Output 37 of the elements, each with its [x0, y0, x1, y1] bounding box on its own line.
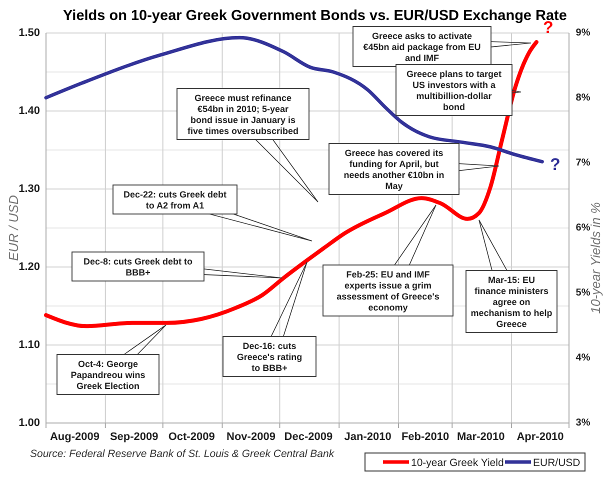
annotation: Dec-16: cuts Greece's rating to BBB+ [236, 341, 302, 373]
x-tick-label: Jan-2010 [344, 431, 392, 443]
annotation: Greece must refinance €54bn in 2010; 5-year bond issue in January is five times oversubscribed [187, 93, 299, 136]
y-tick-label: 1.00 [18, 417, 40, 429]
annotation: Greece has covered its funding for April, but needs another €10bn in May [344, 148, 444, 191]
y2-tick-label: 8% [576, 92, 590, 104]
annotation: Dec-22: cuts Greek debt to A2 from A1 [123, 190, 227, 210]
y-tick-label: 1.10 [18, 339, 40, 351]
y2-tick-label: 9% [576, 28, 590, 38]
x-tick-label: Nov-2009 [226, 431, 276, 443]
y2-tick-label: 7% [576, 158, 590, 168]
x-tick-label: Dec-2009 [284, 431, 333, 443]
x-tick-label: Aug-2009 [50, 431, 100, 443]
y2-tick-label: 3% [576, 418, 590, 428]
annotation: Feb-25: EU and IMF experts issue a grim assessment of Greece's economy [336, 270, 440, 312]
annotation: ? [550, 155, 560, 174]
y2-tick-label: 5% [576, 288, 590, 298]
y-tick-label: 1.50 [18, 27, 40, 39]
annotation: Dec-8: cuts Greek debt to BBB+ [83, 256, 194, 278]
x-tick-label: Apr-2010 [516, 431, 564, 443]
annotation: Greece plans to target US investors with a multibillion-dollar bond [406, 69, 502, 112]
x-tick-label: Oct-2009 [168, 431, 215, 443]
source-note: Source: Federal Reserve Bank of St. Louis & Greek Central Bank [30, 448, 335, 460]
annotation: Mar-15: EU finance ministers agree on mechanism to help Greece [470, 275, 553, 329]
y2-tick-label: 6% [576, 222, 590, 234]
x-tick-label: Sep-2009 [110, 431, 158, 443]
y2-tick-label: 4% [576, 352, 590, 364]
y-tick-label: 1.40 [18, 105, 40, 117]
y-tick-label: 1.20 [18, 261, 40, 273]
x-tick-label: Mar-2010 [457, 431, 505, 443]
x-tick-label: Feb-2010 [401, 431, 450, 443]
annotation: Greece asks to activate €45bn aid package from EU and IMF [363, 31, 481, 63]
y-axis-title: EUR / USD [6, 195, 21, 261]
legend-label: 10-year Greek Yield [411, 457, 504, 469]
y-tick-label: 1.30 [18, 183, 40, 195]
legend-label: EUR/USD [533, 457, 581, 469]
annotation: Oct-4: George Papandreou wins Greek Election [70, 359, 146, 391]
